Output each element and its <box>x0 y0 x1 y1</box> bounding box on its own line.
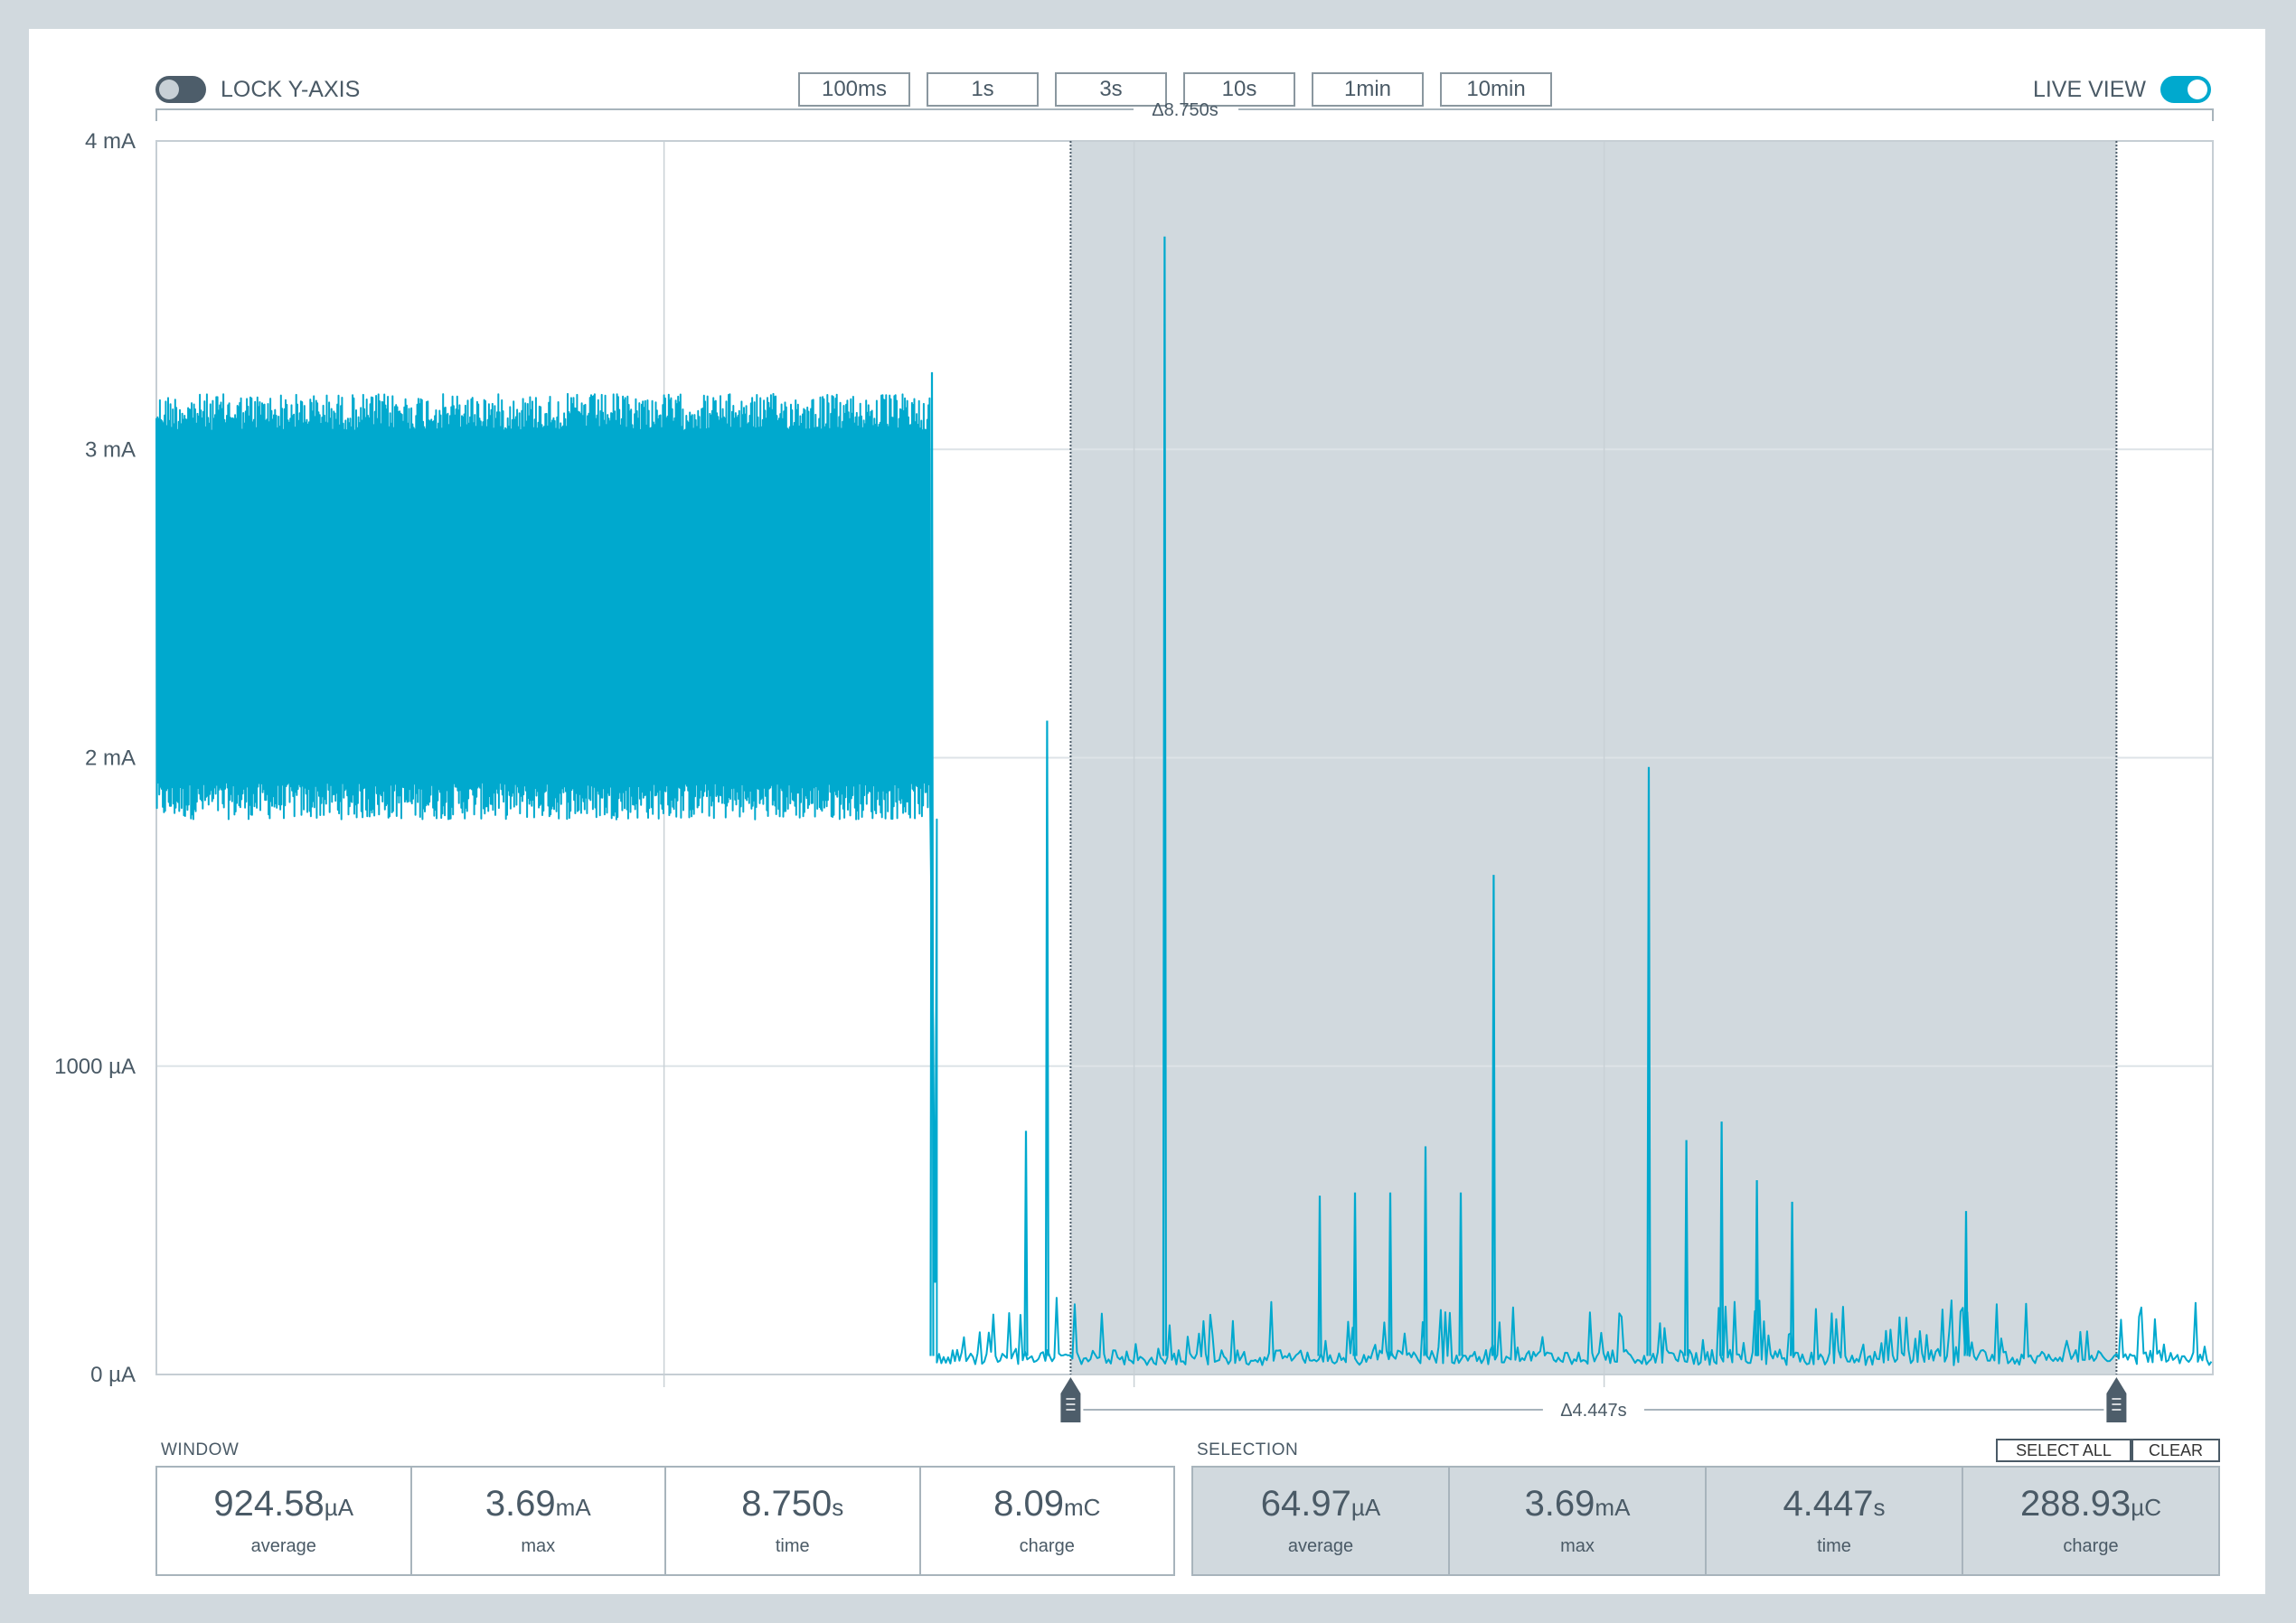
stat-value: 3.69mA <box>412 1484 665 1524</box>
stat-number: 8.750 <box>741 1484 833 1524</box>
window-stats: 924.58µA average 3.69mA max 8.750s time … <box>155 1466 1175 1576</box>
current-spike <box>1388 1192 1393 1356</box>
selection-charge-stat: 288.93µC charge <box>1963 1468 2218 1574</box>
lock-y-axis-toggle[interactable] <box>155 76 206 103</box>
current-spike <box>1423 1146 1428 1356</box>
toggle-knob <box>2188 80 2207 99</box>
selection-delta-ruler: Δ4.447s <box>1083 1401 2104 1421</box>
current-spike <box>1317 1196 1322 1356</box>
selection-end-handle[interactable] <box>2106 1377 2127 1422</box>
window-button-100ms[interactable]: 100ms <box>798 72 910 107</box>
stat-unit: µC <box>2131 1494 2162 1521</box>
current-spike <box>1684 1140 1689 1356</box>
window-max-stat: 3.69mA max <box>412 1468 666 1574</box>
stat-unit: µA <box>1350 1494 1381 1521</box>
stat-value: 4.447s <box>1707 1484 1962 1524</box>
current-chart[interactable]: Δ8.750s 0 µA 1000 µA 2 mA 3 mA 4 mA Δ4.4… <box>29 29 2265 1439</box>
current-spike <box>1719 1121 1725 1356</box>
live-view-label: LIVE VIEW <box>2032 77 2146 102</box>
stat-number: 64.97 <box>1260 1484 1351 1524</box>
y-tick-label: 2 mA <box>85 746 136 771</box>
selection-start-handle[interactable] <box>1060 1377 1081 1422</box>
select-all-button[interactable]: SELECT ALL <box>1996 1439 2131 1462</box>
stat-caption: average <box>250 1536 316 1556</box>
current-spike <box>1646 766 1651 1356</box>
stat-unit: s <box>832 1494 844 1521</box>
stat-value: 3.69mA <box>1450 1484 1705 1524</box>
y-tick-label: 4 mA <box>85 129 136 154</box>
stat-caption: max <box>1560 1536 1595 1556</box>
window-button-1s[interactable]: 1s <box>927 72 1039 107</box>
current-spike <box>1023 1130 1029 1356</box>
stat-caption: time <box>775 1536 810 1556</box>
window-button-10s[interactable]: 10s <box>1183 72 1295 107</box>
current-spike <box>1162 236 1167 1356</box>
handle-body[interactable] <box>2106 1377 2127 1422</box>
window-delta-label: Δ8.750s <box>1152 100 1218 120</box>
selection-time-stat: 4.447s time <box>1707 1468 1963 1574</box>
window-button-10min[interactable]: 10min <box>1440 72 1552 107</box>
stat-unit: mA <box>1595 1494 1631 1521</box>
stat-number: 3.69 <box>485 1484 556 1524</box>
selection-stats-title: SELECTION <box>1197 1440 1299 1459</box>
current-spike <box>1790 1201 1795 1356</box>
window-average-stat: 924.58µA average <box>157 1468 412 1574</box>
stat-caption: time <box>1817 1536 1851 1556</box>
stat-unit: s <box>1873 1494 1886 1521</box>
stat-number: 3.69 <box>1524 1484 1595 1524</box>
stat-caption: average <box>1287 1536 1354 1556</box>
lock-y-axis-label: LOCK Y-AXIS <box>221 77 361 102</box>
handle-body[interactable] <box>1060 1377 1081 1422</box>
stat-number: 4.447 <box>1783 1484 1874 1524</box>
stat-value: 64.97µA <box>1193 1484 1448 1524</box>
current-spike <box>1352 1192 1358 1356</box>
current-spike <box>1458 1192 1463 1356</box>
y-tick-label: 3 mA <box>85 437 136 462</box>
stat-unit: mA <box>555 1494 591 1521</box>
stat-unit: µA <box>324 1494 354 1521</box>
current-spike <box>1044 720 1049 1356</box>
current-spikes <box>929 236 1969 1356</box>
selection-delta-label: Δ4.447s <box>1560 1401 1626 1421</box>
stat-unit: mC <box>1063 1494 1101 1521</box>
stat-number: 288.93 <box>2019 1484 2131 1524</box>
stat-value: 288.93µC <box>1963 1484 2218 1524</box>
stat-number: 924.58 <box>213 1484 325 1524</box>
stat-value: 8.09mC <box>921 1484 1174 1524</box>
window-time-stat: 8.750s time <box>666 1468 921 1574</box>
selection-average-stat: 64.97µA average <box>1193 1468 1450 1574</box>
y-tick-label: 0 µA <box>90 1363 136 1387</box>
current-spike <box>1755 1180 1760 1356</box>
stat-value: 924.58µA <box>157 1484 410 1524</box>
stat-number: 8.09 <box>993 1484 1064 1524</box>
window-charge-stat: 8.09mC charge <box>921 1468 1174 1574</box>
window-button-1min[interactable]: 1min <box>1312 72 1424 107</box>
live-view-toggle[interactable] <box>2160 76 2211 103</box>
selection-stats: 64.97µA average 3.69mA max 4.447s time 2… <box>1191 1466 2220 1576</box>
clear-button[interactable]: CLEAR <box>2131 1439 2220 1462</box>
y-tick-label: 1000 µA <box>54 1055 136 1079</box>
current-trace <box>155 392 2213 1366</box>
stat-value: 8.750s <box>666 1484 919 1524</box>
stat-caption: charge <box>2063 1536 2119 1556</box>
current-spike <box>1491 875 1496 1356</box>
stat-caption: max <box>521 1536 556 1556</box>
current-spike <box>929 371 935 1356</box>
power-profiler-panel: LOCK Y-AXIS 100ms 1s 3s 10s 1min 10min L… <box>29 29 2265 1594</box>
toggle-knob <box>159 80 179 99</box>
current-spike <box>1963 1211 1969 1356</box>
selection-max-stat: 3.69mA max <box>1450 1468 1707 1574</box>
y-axis: 0 µA 1000 µA 2 mA 3 mA 4 mA <box>54 129 136 1387</box>
stat-caption: charge <box>1019 1536 1075 1556</box>
window-button-3s[interactable]: 3s <box>1055 72 1167 107</box>
window-delta-ruler: Δ8.750s <box>155 100 2214 121</box>
window-stats-title: WINDOW <box>161 1440 240 1459</box>
